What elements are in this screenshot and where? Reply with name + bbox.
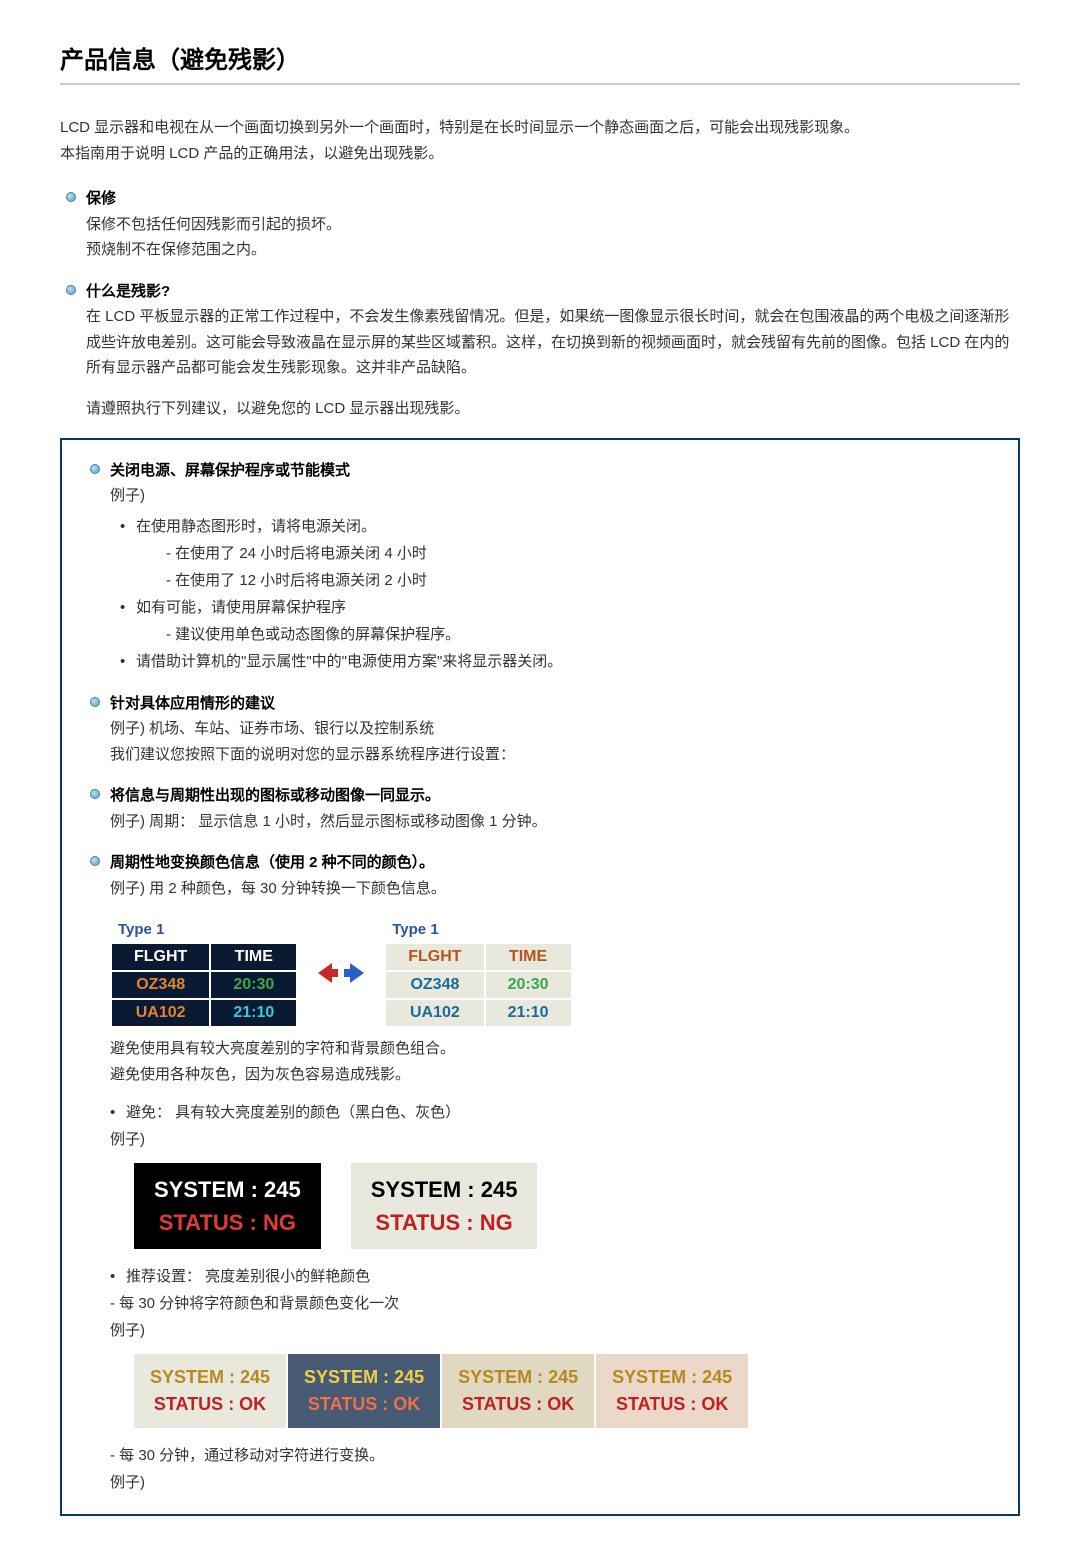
palette-box-2: SYSTEM : 245 STATUS : OK <box>288 1354 440 1428</box>
type-label: Type 1 <box>110 917 298 942</box>
swap-arrows-icon <box>318 959 364 987</box>
cell: 20:30 <box>211 972 296 998</box>
tail-block: - 每 30 分钟，通过移动对字符进行变换。 例子) <box>84 1442 996 1496</box>
section-warranty: 保修 保修不包括任何因残影而引起的损坏。 预烧制不在保修范围之内。 <box>60 186 1020 263</box>
recommendations-box: 关闭电源、屏幕保护程序或节能模式 例子) 在使用静态图形时，请将电源关闭。 - … <box>60 438 1020 1517</box>
whatis-body: 在 LCD 平板显示器的正常工作过程中，不会发生像素残留情况。但是，如果统一图像… <box>86 308 1009 376</box>
avoid-li: 避免： 具有较大亮度差别的颜色（黑白色、灰色） <box>110 1099 996 1126</box>
periodic-title: 将信息与周期性出现的图标或移动图像一同显示。 <box>110 787 440 804</box>
sub-text: - 建议使用单色或动态图像的屏幕保护程序。 <box>136 621 996 648</box>
section-what-is: 什么是残影? 在 LCD 平板显示器的正常工作过程中，不会发生像素残留情况。但是… <box>60 279 1020 381</box>
apps-line2: 我们建议您按照下面的说明对您的显示器系统程序进行设置： <box>110 746 515 763</box>
rec-color-change: 周期性地变换颜色信息（使用 2 种不同的颜色）。 例子) 用 2 种颜色，每 3… <box>84 850 996 901</box>
sys-line2: STATUS : OK <box>612 1391 732 1418</box>
th-time: TIME <box>211 944 296 970</box>
intro-text: LCD 显示器和电视在从一个画面切换到另外一个画面时，特别是在长时间显示一个静态… <box>60 115 1020 166</box>
sub-text: - 在使用了 12 小时后将电源关闭 2 小时 <box>136 567 996 594</box>
recommend-examples-row: SYSTEM : 245 STATUS : OK SYSTEM : 245 ST… <box>134 1354 996 1428</box>
example-label: 例子) <box>110 487 145 504</box>
palette-box-3: SYSTEM : 245 STATUS : OK <box>442 1354 594 1428</box>
list-item: 在使用静态图形时，请将电源关闭。 - 在使用了 24 小时后将电源关闭 4 小时… <box>120 513 996 594</box>
palette-box-4: SYSTEM : 245 STATUS : OK <box>596 1354 748 1428</box>
recommend-block: 推荐设置： 亮度差别很小的鲜艳颜色 - 每 30 分钟将字符颜色和背景颜色变化一… <box>84 1263 996 1344</box>
type1-right: Type 1 FLGHTTIME OZ34820:30 UA10221:10 <box>384 917 572 1028</box>
example-label: 例子) <box>110 1469 996 1496</box>
tail-line1: - 每 30 分钟，通过移动对字符进行变换。 <box>110 1442 996 1469</box>
bullet-icon <box>66 192 76 202</box>
flight-table-right: FLGHTTIME OZ34820:30 UA10221:10 <box>384 942 572 1028</box>
sys-line2: STATUS : NG <box>371 1206 518 1239</box>
list-item: 请借助计算机的"显示属性"中的"电源使用方案"来将显示器关闭。 <box>120 648 996 675</box>
sys-line1: SYSTEM : 245 <box>154 1173 301 1206</box>
sys-line1: SYSTEM : 245 <box>304 1364 424 1391</box>
rec-poweroff: 关闭电源、屏幕保护程序或节能模式 例子) 在使用静态图形时，请将电源关闭。 - … <box>84 458 996 675</box>
warranty-title: 保修 <box>86 190 116 207</box>
th-flight: FLGHT <box>386 944 483 970</box>
recommend-line2: - 每 30 分钟将字符颜色和背景颜色变化一次 <box>110 1290 996 1317</box>
poweroff-title: 关闭电源、屏幕保护程序或节能模式 <box>110 462 350 479</box>
sys-line1: SYSTEM : 245 <box>458 1364 578 1391</box>
sys-line2: STATUS : OK <box>458 1391 578 1418</box>
sys-line1: SYSTEM : 245 <box>150 1364 270 1391</box>
apps-line1: 例子) 机场、车站、证券市场、银行以及控制系统 <box>110 720 434 737</box>
periodic-line1: 例子) 周期： 显示信息 1 小时，然后显示图标或移动图像 1 分钟。 <box>110 813 547 830</box>
sys-line2: STATUS : OK <box>304 1391 424 1418</box>
palette-box-1: SYSTEM : 245 STATUS : OK <box>134 1354 286 1428</box>
cell: OZ348 <box>386 972 483 998</box>
sys-line2: STATUS : NG <box>154 1206 301 1239</box>
avoid-brightness-text: 避免使用具有较大亮度差别的字符和背景颜色组合。 避免使用各种灰色，因为灰色容易造… <box>84 1036 996 1087</box>
bullet-icon <box>66 285 76 295</box>
bullet-icon <box>90 789 100 799</box>
bullet-icon <box>90 464 100 474</box>
colorchange-line1: 例子) 用 2 种颜色，每 30 分钟转换一下颜色信息。 <box>110 880 446 897</box>
avoid-block: 避免： 具有较大亮度差别的颜色（黑白色、灰色） 例子) <box>84 1099 996 1153</box>
th-flight: FLGHT <box>112 944 209 970</box>
rec-applications: 针对具体应用情形的建议 例子) 机场、车站、证券市场、银行以及控制系统 我们建议… <box>84 691 996 768</box>
example-label: 例子) <box>110 1126 996 1153</box>
cell: UA102 <box>386 1000 483 1026</box>
colorchange-title: 周期性地变换颜色信息（使用 2 种不同的颜色）。 <box>110 854 434 871</box>
type-label: Type 1 <box>384 917 572 942</box>
li-text: 在使用静态图形时，请将电源关闭。 <box>136 518 376 535</box>
recommend-li: 推荐设置： 亮度差别很小的鲜艳颜色 <box>110 1263 996 1290</box>
whatis-title: 什么是残影? <box>86 283 170 300</box>
system-box-light: SYSTEM : 245 STATUS : NG <box>351 1163 538 1249</box>
warranty-body: 保修不包括任何因残影而引起的损坏。 预烧制不在保修范围之内。 <box>86 216 341 259</box>
type1-left: Type 1 FLGHTTIME OZ34820:30 UA10221:10 <box>110 917 298 1028</box>
sys-line1: SYSTEM : 245 <box>612 1364 732 1391</box>
system-box-dark: SYSTEM : 245 STATUS : NG <box>134 1163 321 1249</box>
cell: 20:30 <box>486 972 571 998</box>
cell: 21:10 <box>211 1000 296 1026</box>
sub-text: - 在使用了 24 小时后将电源关闭 4 小时 <box>136 540 996 567</box>
cell: OZ348 <box>112 972 209 998</box>
cell: 21:10 <box>486 1000 571 1026</box>
type-comparison-row: Type 1 FLGHTTIME OZ34820:30 UA10221:10 T… <box>110 917 996 1028</box>
example-label: 例子) <box>110 1317 996 1344</box>
th-time: TIME <box>486 944 571 970</box>
rec-periodic-icon: 将信息与周期性出现的图标或移动图像一同显示。 例子) 周期： 显示信息 1 小时… <box>84 783 996 834</box>
page-title: 产品信息（避免残影） <box>60 40 1020 75</box>
bullet-icon <box>90 856 100 866</box>
title-divider <box>60 83 1020 85</box>
apps-title: 针对具体应用情形的建议 <box>110 695 275 712</box>
sys-line2: STATUS : OK <box>150 1391 270 1418</box>
avoid-examples-row: SYSTEM : 245 STATUS : NG SYSTEM : 245 ST… <box>134 1163 996 1249</box>
bullet-icon <box>90 697 100 707</box>
sys-line1: SYSTEM : 245 <box>371 1173 518 1206</box>
list-item: 如有可能，请使用屏幕保护程序 - 建议使用单色或动态图像的屏幕保护程序。 <box>120 594 996 648</box>
follow-text: 请遵照执行下列建议，以避免您的 LCD 显示器出现残影。 <box>60 397 1020 418</box>
poweroff-list: 在使用静态图形时，请将电源关闭。 - 在使用了 24 小时后将电源关闭 4 小时… <box>110 513 996 675</box>
cell: UA102 <box>112 1000 209 1026</box>
li-text: 如有可能，请使用屏幕保护程序 <box>136 599 346 616</box>
flight-table-left: FLGHTTIME OZ34820:30 UA10221:10 <box>110 942 298 1028</box>
